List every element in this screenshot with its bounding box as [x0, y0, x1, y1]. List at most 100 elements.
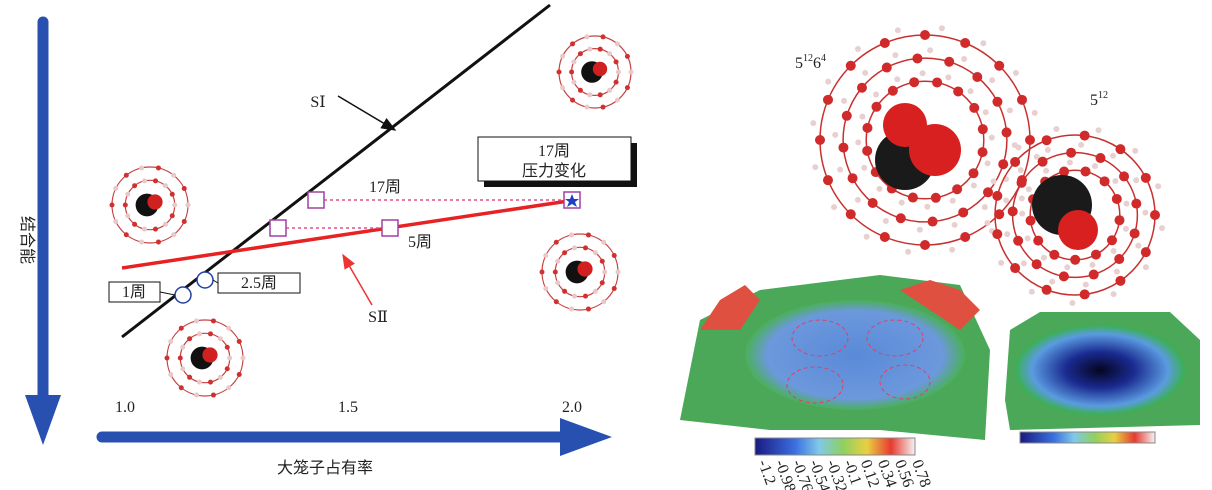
atom — [555, 259, 560, 264]
atom — [168, 372, 173, 377]
atom — [142, 227, 147, 232]
atom — [182, 219, 187, 224]
atom — [855, 46, 861, 52]
atom — [1017, 178, 1027, 188]
atom — [1029, 289, 1035, 295]
atom — [1059, 271, 1069, 281]
atom — [998, 159, 1008, 169]
atom — [132, 222, 137, 227]
atom — [815, 135, 825, 145]
atom — [989, 77, 995, 83]
atom — [583, 294, 588, 299]
atom — [1114, 269, 1120, 275]
x-tick-label: 1.0 — [115, 399, 135, 416]
atom — [570, 41, 575, 46]
atom — [600, 280, 605, 285]
atom — [1123, 226, 1129, 232]
atom — [1003, 197, 1009, 203]
atom — [983, 187, 993, 197]
atom — [952, 184, 962, 194]
atom — [1018, 167, 1024, 173]
atom — [1115, 144, 1125, 154]
atom — [1080, 131, 1090, 141]
colorbar-labels: -1.2-0.98-0.76-0.54-0.32-0.10.120.340.56… — [754, 458, 934, 490]
atom — [1114, 254, 1124, 264]
atom — [156, 240, 161, 245]
atom — [1049, 250, 1059, 260]
atom — [1026, 186, 1032, 192]
atom — [598, 47, 603, 52]
atom — [823, 95, 833, 105]
atom — [1083, 282, 1089, 288]
atom — [178, 356, 183, 361]
atom — [578, 88, 583, 93]
atom — [142, 178, 147, 183]
atom — [861, 165, 867, 171]
atom — [1017, 95, 1027, 105]
atom — [1049, 279, 1055, 285]
atom — [572, 294, 577, 299]
atom — [1064, 264, 1070, 270]
guest — [202, 347, 217, 362]
atom — [211, 393, 216, 398]
atom — [823, 175, 833, 185]
atom — [978, 124, 988, 134]
atom — [1096, 127, 1102, 133]
atom — [1013, 70, 1019, 76]
atom — [165, 356, 170, 361]
atom — [862, 146, 872, 156]
y-axis-label: 结合能 — [18, 216, 37, 264]
atom — [868, 198, 878, 208]
atom — [153, 227, 158, 232]
atom — [607, 51, 612, 56]
energy-surface — [680, 275, 1200, 455]
atom — [924, 204, 930, 210]
guest — [1058, 210, 1098, 250]
atom — [1111, 291, 1117, 297]
atom — [895, 27, 901, 33]
atom — [1092, 163, 1098, 169]
atom — [187, 375, 192, 380]
atom — [969, 168, 979, 178]
atom — [1067, 159, 1073, 165]
atom — [896, 213, 906, 223]
atom — [1131, 199, 1141, 209]
atom — [583, 245, 588, 250]
atom — [971, 183, 977, 189]
atom — [225, 366, 230, 371]
atom — [153, 178, 158, 183]
atom — [1008, 206, 1018, 216]
line-label: SⅠ — [310, 94, 325, 111]
atom — [113, 186, 118, 191]
atom — [540, 270, 545, 275]
atom — [186, 203, 191, 208]
atom — [992, 97, 1002, 107]
atom — [241, 356, 246, 361]
atom — [211, 318, 216, 323]
atom — [600, 259, 605, 264]
atom — [888, 86, 898, 96]
atom — [1038, 157, 1048, 167]
atom — [113, 219, 118, 224]
atom — [569, 307, 574, 312]
hydrate-structure — [810, 25, 1165, 306]
atom — [1133, 177, 1139, 183]
point-label: 17周 — [369, 179, 401, 196]
atom — [1026, 216, 1036, 226]
atom — [187, 336, 192, 341]
atom — [989, 135, 995, 141]
atom — [1025, 235, 1031, 241]
atom — [560, 54, 565, 59]
atom — [1114, 215, 1124, 225]
atom — [1142, 210, 1148, 216]
atom — [601, 34, 606, 39]
atom — [846, 209, 856, 219]
atom — [978, 147, 988, 157]
atom — [1119, 171, 1129, 181]
arrow — [343, 255, 372, 305]
point-label: 1周 — [122, 284, 146, 301]
atom — [553, 270, 558, 275]
atom — [1010, 263, 1020, 273]
markers — [270, 192, 580, 236]
atom — [880, 38, 890, 48]
